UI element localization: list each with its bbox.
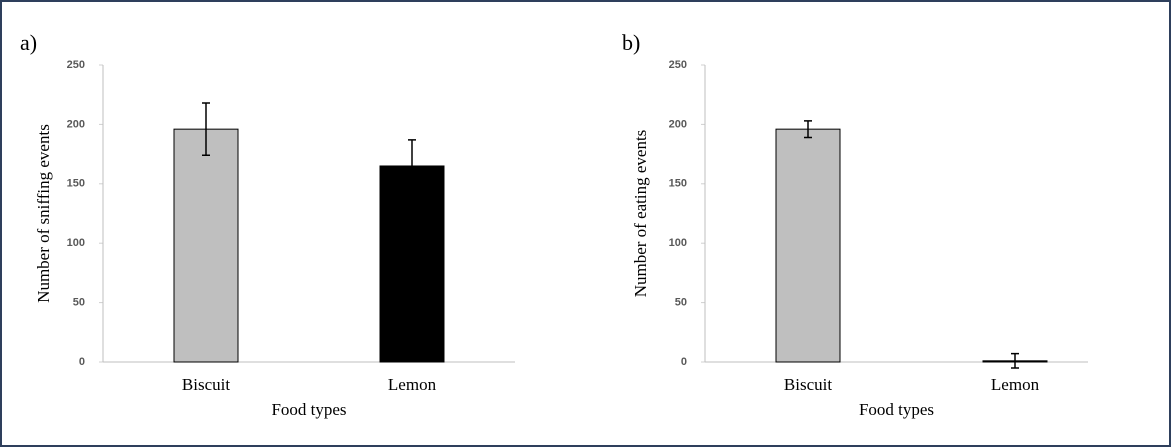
y-axis-title: Number of sniffing events <box>34 124 53 303</box>
error-bar <box>408 139 416 193</box>
x-tick-label: Lemon <box>991 375 1040 394</box>
panel-label: b) <box>622 30 640 55</box>
error-bar <box>202 102 210 157</box>
y-tick-label: 150 <box>669 178 687 190</box>
error-bar <box>1011 352 1019 369</box>
y-tick-label: 0 <box>79 356 85 368</box>
panel-label: a) <box>20 30 37 55</box>
x-tick-label: Biscuit <box>784 375 832 394</box>
y-axis-title: Number of eating events <box>631 130 650 298</box>
y-tick-label: 200 <box>67 118 85 130</box>
error-bar <box>804 120 812 139</box>
y-tick-label: 250 <box>67 59 85 71</box>
y-tick-label: 100 <box>669 237 687 249</box>
y-tick-label: 0 <box>681 356 687 368</box>
x-axis-title: Food types <box>271 400 346 419</box>
bar <box>775 128 841 363</box>
x-axis-title: Food types <box>859 400 934 419</box>
y-tick-label: 250 <box>669 59 687 71</box>
bar <box>379 165 445 363</box>
bar <box>173 128 239 363</box>
y-tick-label: 50 <box>675 297 687 309</box>
y-tick-label: 150 <box>67 178 85 190</box>
x-tick-label: Lemon <box>388 375 437 394</box>
y-tick-label: 50 <box>73 297 85 309</box>
x-tick-label: Biscuit <box>182 375 230 394</box>
y-tick-label: 200 <box>669 118 687 130</box>
y-tick-label: 100 <box>67 237 85 249</box>
